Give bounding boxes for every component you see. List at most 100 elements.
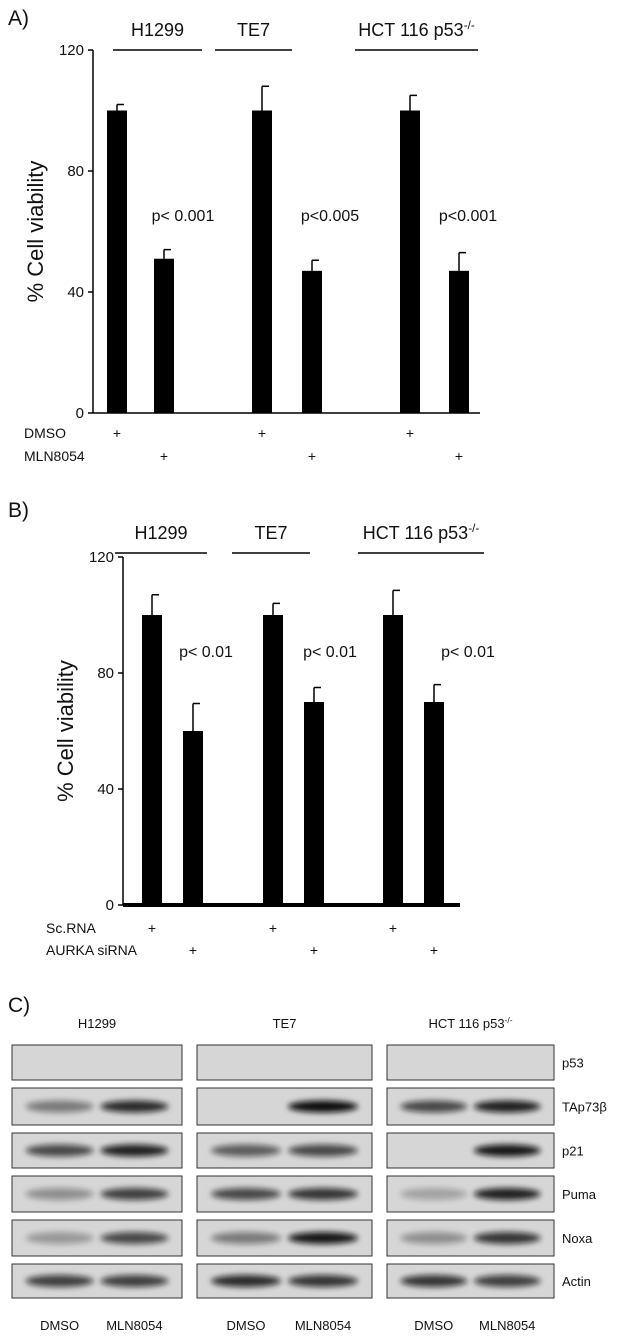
band (25, 1275, 94, 1287)
y-tick-label: 0 (76, 405, 84, 422)
bar (304, 702, 324, 905)
column-label: H1299 (78, 1016, 116, 1031)
band (288, 1188, 358, 1200)
band (473, 1144, 541, 1157)
y-axis-label: % Cell viability (23, 161, 48, 303)
band (473, 1188, 541, 1200)
column-label-sup: -/- (505, 1015, 513, 1025)
y-tick-label: 120 (89, 549, 114, 566)
protein-label: TAp73β (562, 1100, 607, 1115)
p-value: p<0.001 (439, 208, 497, 225)
band (211, 1188, 281, 1200)
group-label-text: H1299 (131, 20, 184, 40)
blot-strip (11, 1044, 183, 1081)
row-label: Sc.RNA (46, 920, 96, 936)
p-value: p< 0.01 (179, 644, 233, 661)
band (25, 1100, 94, 1113)
group-label: HCT 116 p53-/- (358, 19, 475, 40)
protein-label: p53 (562, 1056, 584, 1071)
row-mark: + (389, 920, 397, 936)
row-label: DMSO (24, 425, 66, 441)
band (473, 1275, 541, 1287)
y-tick-label: 80 (97, 665, 114, 682)
band (100, 1188, 169, 1200)
protein-label: Noxa (562, 1231, 593, 1246)
protein-label: p21 (562, 1144, 584, 1159)
bar (142, 615, 162, 905)
p-value: p< 0.01 (441, 644, 495, 661)
lane-label: MLN8054 (106, 1318, 162, 1333)
group-label: TE7 (237, 20, 270, 40)
row-mark: + (310, 942, 318, 958)
y-tick-label: 40 (97, 781, 114, 798)
band (400, 1100, 468, 1113)
bar (424, 702, 444, 905)
lane-label: MLN8054 (479, 1318, 535, 1333)
error-bar (313, 686, 321, 702)
protein-label: Actin (562, 1274, 591, 1289)
p-value: p< 0.001 (152, 208, 215, 225)
band (288, 1275, 358, 1287)
group-label-text: TE7 (237, 20, 270, 40)
column-label: TE7 (273, 1016, 297, 1031)
error-bar (458, 251, 466, 271)
band (211, 1275, 281, 1287)
group-label-sup: -/- (468, 522, 479, 535)
column-label-text: H1299 (78, 1016, 116, 1031)
row-mark: + (113, 425, 121, 441)
lane-label: MLN8054 (295, 1318, 351, 1333)
group-label: H1299 (134, 523, 187, 543)
band (473, 1232, 541, 1244)
group-label: HCT 116 p53-/- (363, 522, 480, 543)
p-value: p< 0.01 (303, 644, 357, 661)
band (288, 1144, 358, 1157)
row-mark: + (148, 920, 156, 936)
bar (183, 731, 203, 905)
band (25, 1232, 94, 1244)
column-label: HCT 116 p53-/- (428, 1015, 512, 1031)
blot-strip (386, 1044, 555, 1081)
error-bar (116, 103, 124, 111)
group-label-text: HCT 116 p53 (358, 20, 463, 40)
column-label-text: HCT 116 p53 (428, 1016, 504, 1031)
group-label-sup: -/- (464, 19, 475, 32)
blot-strip (196, 1044, 373, 1081)
band (100, 1100, 169, 1113)
band (100, 1275, 169, 1287)
row-label: AURKA siRNA (46, 942, 138, 958)
error-bar (409, 94, 417, 111)
bar (154, 258, 174, 413)
row-mark: + (406, 425, 414, 441)
band (288, 1232, 358, 1244)
panel-label: C) (8, 994, 30, 1017)
error-bar (163, 248, 171, 259)
panel-label: A) (8, 7, 29, 30)
y-tick-label: 80 (67, 163, 84, 180)
y-tick-label: 40 (67, 284, 84, 301)
bar (383, 615, 403, 905)
y-axis-label: % Cell viability (53, 660, 78, 802)
row-mark: + (308, 448, 316, 464)
band (211, 1144, 281, 1157)
error-bar (272, 602, 280, 615)
band (400, 1232, 468, 1244)
band (400, 1275, 468, 1287)
error-bar (433, 683, 441, 702)
error-bar (151, 593, 159, 615)
bar (107, 110, 127, 413)
panel-label: B) (8, 499, 29, 522)
row-mark: + (455, 448, 463, 464)
band (400, 1188, 468, 1200)
column-label-text: TE7 (273, 1016, 297, 1031)
row-label: MLN8054 (24, 448, 85, 464)
bar (400, 110, 420, 413)
error-bar (261, 85, 269, 111)
group-label: TE7 (254, 523, 287, 543)
p-value: p<0.005 (301, 208, 359, 225)
band (25, 1188, 94, 1200)
lane-label: DMSO (227, 1318, 266, 1333)
band (100, 1144, 169, 1157)
bar (302, 270, 322, 413)
y-tick-label: 0 (106, 897, 114, 914)
